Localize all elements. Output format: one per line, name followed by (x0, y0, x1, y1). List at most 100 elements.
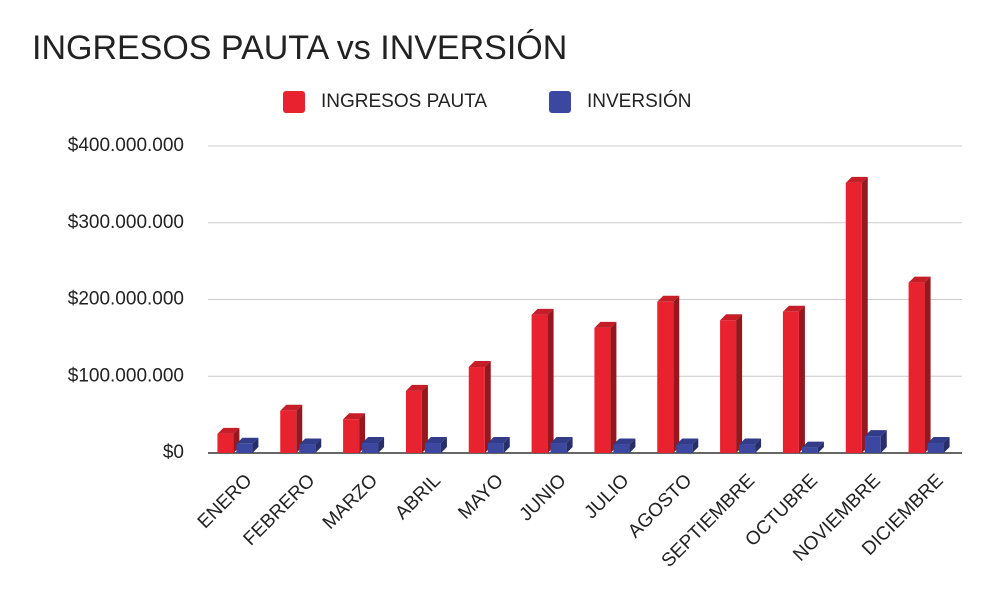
bar (299, 438, 322, 453)
bar-top (613, 438, 636, 445)
y-tick-label: $100.000.000 (68, 365, 184, 386)
bar-front (280, 410, 297, 453)
x-tick-label: ABRIL (391, 470, 445, 524)
bar-side (566, 437, 573, 453)
bar-side (296, 404, 303, 453)
bar-top (676, 438, 699, 445)
bar-front (487, 443, 504, 453)
bar (864, 430, 887, 453)
bar-front (236, 443, 253, 453)
bar (280, 404, 303, 453)
bar-front (362, 443, 379, 453)
bar-side (629, 438, 636, 453)
bar-front (468, 367, 485, 453)
bar-front (531, 314, 548, 453)
bar-side (736, 314, 743, 453)
x-tick-label: MAYO (454, 470, 507, 523)
bar-top (468, 361, 491, 368)
bar-front (782, 311, 799, 453)
bar (676, 438, 699, 453)
bar (594, 321, 617, 453)
bar-top (550, 437, 573, 444)
bar-top (864, 430, 887, 437)
legend-label: INGRESOS PAUTA (321, 91, 487, 112)
bar-front (405, 390, 422, 453)
x-tick-label: MARZO (319, 470, 382, 533)
bar-top (782, 305, 805, 312)
bar-front (657, 301, 674, 453)
legend-label: INVERSIÓN (587, 90, 692, 112)
bar-top (908, 276, 931, 283)
bar (927, 437, 950, 453)
bar-front (908, 282, 925, 453)
bar-top (720, 314, 743, 321)
bar (613, 438, 636, 453)
bar-side (610, 321, 617, 453)
bar-side (252, 437, 259, 453)
bar (362, 437, 385, 453)
y-tick-label: $400.000.000 (68, 135, 184, 156)
bar-front (424, 443, 441, 453)
bar-top (657, 295, 680, 302)
bar (343, 413, 366, 453)
bar-side (440, 437, 447, 453)
bar-front (845, 182, 862, 453)
bar (468, 361, 491, 453)
bar (739, 438, 762, 453)
chart-title: INGRESOS PAUTA vs INVERSIÓN (32, 29, 567, 67)
bar-front (343, 419, 360, 453)
bar-front (676, 444, 693, 453)
bar-top (739, 438, 762, 445)
bar-top (362, 437, 385, 444)
bar (531, 308, 554, 453)
bar-side (924, 276, 931, 453)
bar-front (927, 443, 944, 453)
bar-side (673, 295, 680, 453)
bar (405, 384, 428, 453)
bar (487, 437, 510, 453)
x-tick-label: ENERO (194, 470, 257, 533)
bar-side (315, 438, 322, 453)
x-tick-label: JUNIO (516, 470, 571, 525)
bar-side (943, 437, 950, 453)
bar (720, 314, 743, 453)
y-tick-label: $200.000.000 (68, 289, 184, 310)
bar-front (864, 436, 881, 453)
bar-top (280, 404, 303, 411)
bar-side (692, 438, 699, 453)
bar-top (424, 437, 447, 444)
bar-side (880, 430, 887, 453)
y-tick-label: $300.000.000 (68, 212, 184, 233)
bar-top (594, 321, 617, 328)
bar-front (801, 447, 818, 453)
bar-top (299, 438, 322, 445)
x-tick-label: JULIO (581, 470, 634, 523)
bar (657, 295, 680, 453)
bar-side (861, 176, 868, 453)
bar-top (531, 308, 554, 315)
bar-top (927, 437, 950, 444)
bar-top (487, 437, 510, 444)
bar-front (299, 444, 316, 453)
bar-side (798, 305, 805, 453)
bar-side (547, 308, 554, 453)
legend-swatch (283, 91, 305, 113)
bar (908, 276, 931, 453)
bar-side (755, 438, 762, 453)
bar-top (343, 413, 366, 420)
bar-front (594, 327, 611, 453)
bar-side (503, 437, 510, 453)
bar (217, 427, 240, 453)
bar-front (739, 444, 756, 453)
bar-top (801, 441, 824, 448)
bar (236, 437, 259, 453)
y-tick-label: $0 (163, 442, 184, 463)
bar-side (378, 437, 385, 453)
bar-front (550, 443, 567, 453)
bar-top (405, 384, 428, 391)
bar-front (720, 320, 737, 453)
bar-side (484, 361, 491, 453)
bar-side (421, 384, 428, 453)
bar-top (236, 437, 259, 444)
